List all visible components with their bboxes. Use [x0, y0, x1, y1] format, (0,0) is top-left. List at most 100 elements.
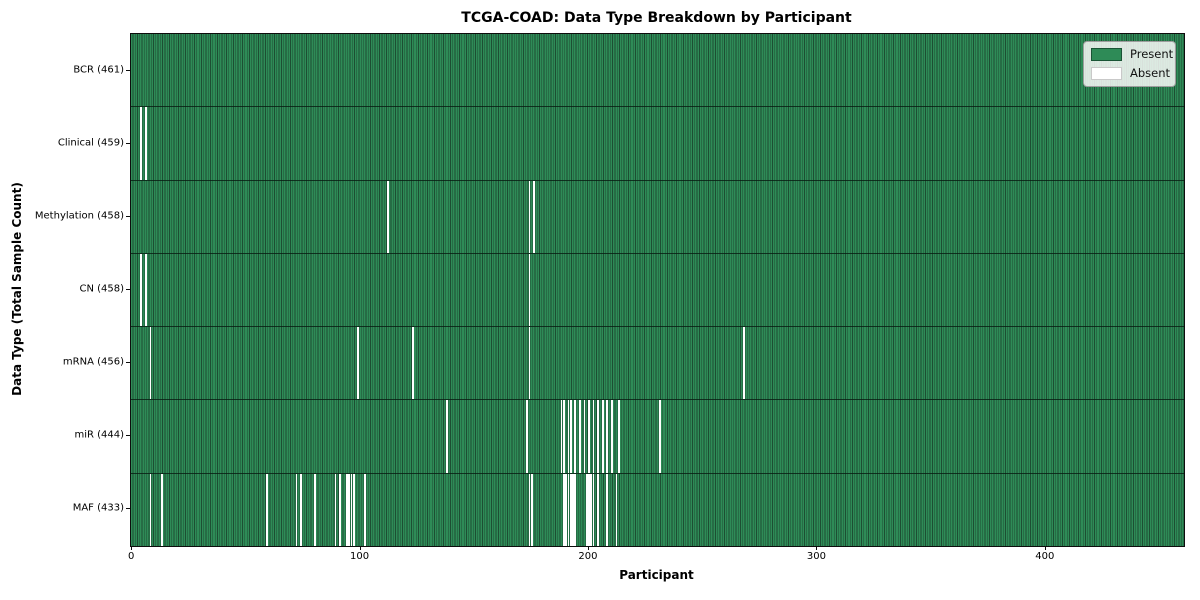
absent-stripe — [144, 253, 147, 327]
legend: Present Absent — [1083, 41, 1176, 87]
x-tick-mark — [587, 546, 589, 550]
absent-stripe — [528, 327, 531, 400]
y-tick-mark — [126, 362, 130, 364]
absent-stripe — [615, 473, 618, 546]
absent-stripe — [569, 473, 572, 546]
heatmap-row-mrna — [131, 327, 1184, 401]
absent-stripe — [526, 400, 529, 473]
absent-stripe — [567, 473, 570, 546]
y-tick-mark — [126, 69, 130, 71]
absent-stripe — [574, 400, 577, 473]
absent-stripe — [533, 180, 536, 253]
absent-stripe — [160, 473, 163, 546]
y-tick-label: Clinical (459) — [57, 137, 124, 149]
legend-present-swatch — [1091, 48, 1122, 61]
absent-stripe — [601, 400, 604, 473]
absent-stripe — [528, 180, 531, 253]
absent-stripe — [528, 473, 531, 546]
absent-stripe — [339, 473, 341, 546]
y-tick-label: Methylation (458) — [34, 210, 124, 222]
y-tick-mark — [126, 435, 130, 437]
heatmap-row-clinical — [131, 107, 1184, 181]
x-tick-label: 300 — [806, 551, 826, 562]
absent-stripe — [314, 473, 316, 546]
legend-item-present: Present — [1091, 48, 1173, 61]
x-tick-label: 400 — [1035, 551, 1055, 562]
legend-absent-swatch — [1091, 67, 1122, 80]
absent-stripe — [348, 473, 351, 546]
y-tick-mark — [126, 289, 130, 290]
absent-stripe — [583, 400, 586, 473]
absent-stripe — [592, 473, 595, 546]
absent-stripe — [528, 253, 531, 327]
absent-stripe — [588, 473, 590, 546]
absent-stripe — [567, 400, 570, 473]
y-tick-label: mRNA (456) — [62, 356, 124, 368]
absent-stripe — [266, 473, 268, 546]
absent-stripe — [569, 400, 572, 473]
absent-stripe — [565, 473, 567, 546]
y-tick-mark — [126, 508, 130, 510]
x-tick-mark — [1044, 546, 1046, 550]
absent-stripe — [592, 400, 595, 473]
y-tick-mark — [126, 142, 130, 144]
x-tick-mark — [816, 546, 818, 550]
absent-stripe — [412, 327, 414, 400]
legend-absent-label: Absent — [1130, 65, 1171, 80]
legend-present-label: Present — [1130, 46, 1174, 61]
absent-stripe — [300, 473, 303, 546]
absent-stripe — [562, 473, 565, 546]
heatmap-row-mir — [131, 400, 1184, 474]
plot-area — [130, 33, 1185, 547]
absent-stripe — [357, 327, 360, 400]
absent-stripe — [144, 107, 147, 180]
absent-stripe — [617, 400, 620, 473]
x-tick-label: 100 — [350, 551, 370, 562]
absent-stripe — [610, 400, 613, 473]
absent-stripe — [562, 400, 565, 473]
absent-stripe — [149, 327, 152, 400]
y-tick-label: BCR (461) — [73, 64, 124, 76]
absent-stripe — [560, 400, 563, 473]
absent-stripe — [590, 473, 593, 546]
heatmap-row-maf — [131, 473, 1184, 546]
heatmap-row-bcr — [131, 34, 1184, 108]
absent-stripe — [597, 400, 599, 473]
y-axis-label: Data Type (Total Sample Count) — [10, 182, 24, 396]
absent-stripe — [585, 473, 588, 546]
absent-stripe — [446, 400, 449, 473]
heatmap-row-methylation — [131, 180, 1184, 254]
absent-stripe — [574, 473, 577, 546]
y-tick-mark — [126, 215, 130, 217]
x-tick-label: 200 — [578, 551, 598, 562]
absent-stripe — [578, 400, 581, 473]
y-tick-label: MAF (433) — [72, 502, 124, 514]
x-axis-label: Participant — [619, 568, 694, 582]
absent-stripe — [658, 400, 661, 473]
absent-stripe — [350, 473, 353, 546]
absent-stripe — [345, 473, 348, 546]
x-tick-label: 0 — [127, 551, 135, 562]
y-tick-label: CN (458) — [79, 283, 124, 295]
absent-stripe — [588, 400, 590, 473]
absent-stripe — [387, 180, 389, 253]
absent-stripe — [606, 400, 609, 473]
absent-stripe — [149, 473, 152, 546]
absent-stripe — [597, 473, 599, 546]
y-tick-label: miR (444) — [74, 429, 124, 441]
absent-stripe — [334, 473, 337, 546]
x-tick-mark — [131, 546, 133, 550]
absent-stripe — [530, 473, 533, 546]
absent-stripe — [352, 473, 355, 546]
absent-stripe — [606, 473, 609, 546]
chart-title: TCGA-COAD: Data Type Breakdown by Partic… — [461, 10, 852, 26]
absent-stripe — [140, 107, 143, 180]
absent-stripe — [295, 473, 298, 546]
x-tick-mark — [359, 546, 361, 550]
absent-stripe — [364, 473, 366, 546]
heatmap-row-cn — [131, 253, 1184, 328]
legend-item-absent: Absent — [1091, 65, 1171, 80]
absent-stripe — [140, 253, 143, 327]
absent-stripe — [743, 327, 746, 400]
